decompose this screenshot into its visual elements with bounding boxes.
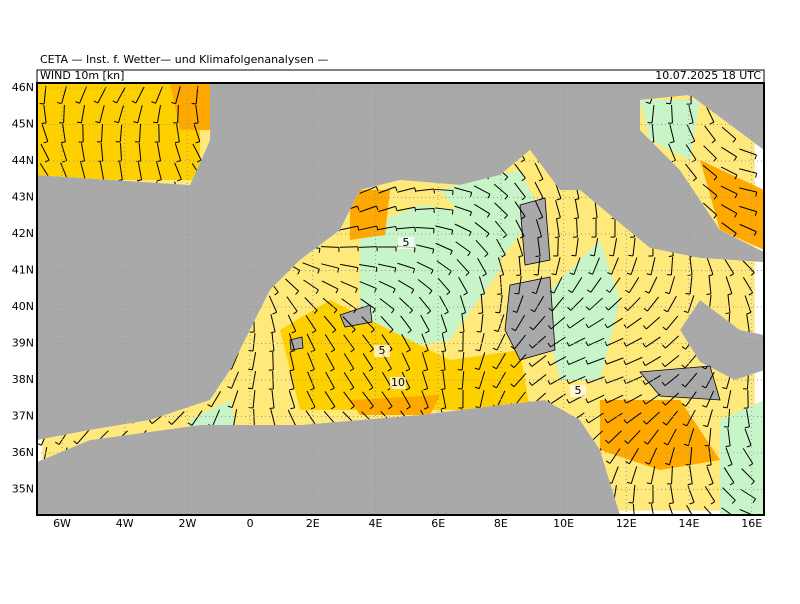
wind-barb-flag: [537, 522, 541, 523]
lat-label: 42N: [12, 227, 34, 240]
wind-barb: [273, 352, 274, 370]
contour-label: 10: [391, 376, 405, 389]
wind-barb-flag: [280, 516, 281, 520]
wind-barb-flag: [593, 218, 597, 219]
lat-label: 41N: [12, 264, 34, 277]
wind-barb-flag: [239, 519, 242, 522]
lat-label: 44N: [12, 154, 34, 167]
lon-label: 6E: [431, 517, 445, 530]
lat-label: 37N: [12, 410, 34, 423]
wind-barb-flag: [260, 517, 262, 521]
wind-barb-flag: [669, 503, 673, 504]
header-time: 10.07.2025 18 UTC: [655, 69, 761, 82]
wind-barb-flag: [270, 408, 274, 409]
wind-barb-flag: [734, 518, 737, 522]
wind-barb-flag: [441, 389, 445, 390]
wind-barb-flag: [486, 518, 489, 522]
wind-barb-flag: [434, 189, 435, 193]
lat-label: 43N: [12, 191, 34, 204]
lat-label: 45N: [12, 118, 34, 131]
lon-label: 8E: [494, 517, 508, 530]
lon-label: 4E: [369, 517, 383, 530]
wind-barb-flag: [469, 517, 471, 521]
wind-barb-flag: [495, 312, 499, 313]
lat-label: 35N: [12, 483, 34, 496]
wind-barb-flag: [441, 370, 445, 371]
wind-barb-flag: [194, 123, 198, 124]
wind-barb-flag: [555, 237, 559, 238]
wind-barb-flag: [452, 210, 453, 214]
lon-label: 0: [247, 517, 254, 530]
wind-barb-flag: [688, 275, 692, 276]
lon-label: 12E: [616, 517, 637, 530]
wind-barb: [558, 238, 559, 256]
contour-label: 5: [403, 236, 410, 249]
wind-barb-flag: [745, 427, 749, 428]
lat-label: 36N: [12, 446, 34, 459]
wind-barb-flag: [44, 521, 48, 523]
wind-barb-flag: [196, 521, 200, 523]
lat-label: 38N: [12, 373, 34, 386]
lon-label: 4W: [116, 517, 134, 530]
lat-label: 40N: [12, 300, 34, 313]
wind-barb-flag: [175, 142, 179, 143]
wind-barb-flag: [42, 123, 46, 124]
wind-barb-flag: [726, 446, 730, 447]
lon-label: 6W: [53, 517, 71, 530]
wind-barb-flag: [671, 522, 675, 523]
wind-barb: [321, 247, 339, 248]
wind-barb-flag: [713, 520, 716, 523]
wind-barb-flag: [628, 255, 632, 256]
wind-barb-flag: [688, 484, 692, 485]
lat-label: 46N: [12, 81, 34, 94]
wind-barb-flag: [217, 520, 221, 523]
wind-barb-flag: [650, 522, 654, 523]
wind-barb-flag: [61, 142, 65, 143]
wind-barb-flag: [536, 256, 540, 257]
wind-barb: [254, 409, 255, 427]
header-source: CETA — Inst. f. Wetter— und Klimafolgena…: [40, 53, 328, 66]
wind-barb-flag: [669, 256, 673, 257]
lon-label: 14E: [679, 517, 700, 530]
wind-barb: [340, 247, 358, 248]
lon-label: 2W: [178, 517, 196, 530]
wind-barb-flag: [514, 293, 518, 294]
contour-label: 5: [379, 344, 386, 357]
header-field: WIND 10m [kn]: [40, 69, 124, 82]
contour-label: 5: [575, 384, 582, 397]
wind-barb-flag: [156, 522, 160, 523]
lon-label: 2E: [306, 517, 320, 530]
wind-barb-flag: [571, 255, 575, 256]
lat-label: 39N: [12, 337, 34, 350]
lon-label: 10E: [553, 517, 574, 530]
wind-barb-flag: [460, 332, 464, 333]
wind-barb-flag: [707, 465, 711, 466]
lon-label: 16E: [741, 517, 762, 530]
wind-barb-flag: [319, 248, 320, 252]
wind-barb-flag: [520, 521, 524, 523]
